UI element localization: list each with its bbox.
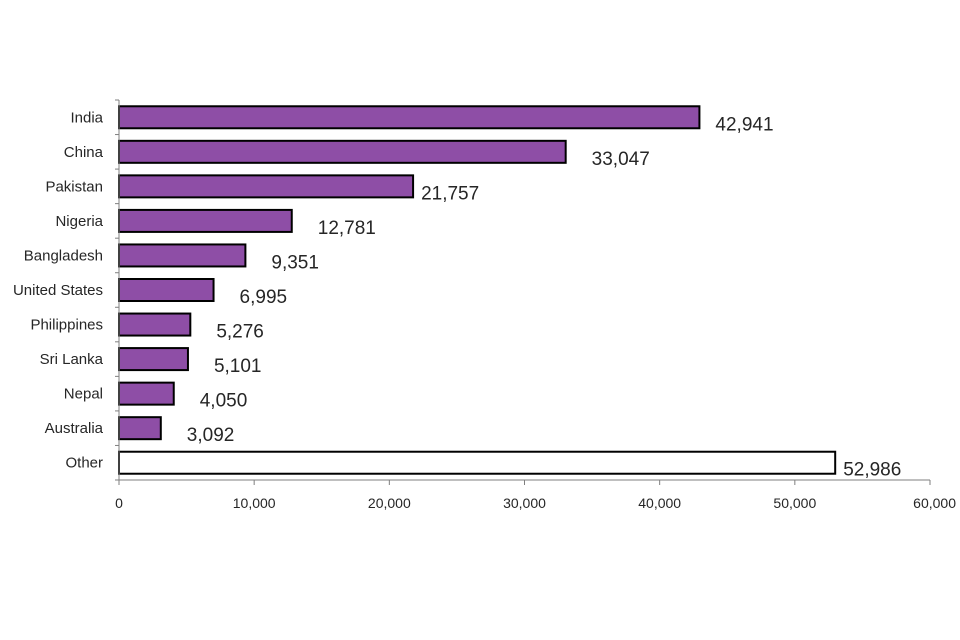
- category-label-australia: Australia: [45, 420, 104, 437]
- category-label-india: India: [70, 109, 103, 126]
- x-tick-label: 50,000: [773, 495, 816, 511]
- data-label-china: 33,047: [592, 149, 650, 170]
- data-label-philippines: 5,276: [216, 322, 264, 343]
- axes-group: [115, 99, 931, 485]
- bar-china: [118, 139, 567, 164]
- data-label-bangladesh: 9,351: [271, 252, 319, 273]
- bar-bangladesh: [118, 243, 247, 268]
- bar-nigeria: [118, 208, 293, 233]
- x-tick-label: 0: [115, 495, 123, 511]
- category-label-united-states: United States: [13, 282, 103, 299]
- bar-pakistan: [118, 174, 415, 199]
- category-label-philippines: Philippines: [30, 317, 103, 334]
- bar-united-states: [118, 278, 215, 302]
- category-label-sri-lanka: Sri Lanka: [40, 351, 104, 368]
- data-label-united-states: 6,995: [240, 287, 288, 308]
- x-tick-label: 20,000: [368, 495, 411, 511]
- category-label-nepal: Nepal: [64, 386, 103, 403]
- data-label-sri-lanka: 5,101: [214, 356, 262, 377]
- data-label-india: 42,941: [715, 114, 773, 135]
- bar-other: [118, 450, 837, 475]
- category-label-nigeria: Nigeria: [55, 213, 103, 230]
- x-tick-label: 40,000: [638, 495, 681, 511]
- data-label-nigeria: 12,781: [318, 218, 376, 239]
- data-label-pakistan: 21,757: [421, 183, 479, 204]
- labels-group: India 42,941 China 33,047 Pakistan 21,757 Nige…: [13, 109, 956, 511]
- category-label-pakistan: Pakistan: [45, 178, 103, 195]
- bar-sri-lanka: [118, 347, 189, 372]
- category-label-bangladesh: Bangladesh: [24, 247, 103, 264]
- data-label-other: 52,986: [843, 460, 901, 481]
- x-tick-label: 10,000: [233, 495, 276, 511]
- data-label-nepal: 4,050: [200, 391, 248, 412]
- bars-group: [118, 105, 837, 475]
- bar-australia: [118, 416, 162, 441]
- bar-nepal: [118, 381, 175, 406]
- bar-philippines: [118, 312, 192, 337]
- category-label-china: China: [64, 144, 104, 161]
- category-label-other: Other: [65, 455, 103, 472]
- bar-india: [118, 105, 701, 130]
- x-tick-label: 30,000: [503, 495, 546, 511]
- x-tick-label: 60,000: [913, 495, 956, 511]
- data-label-australia: 3,092: [187, 425, 235, 446]
